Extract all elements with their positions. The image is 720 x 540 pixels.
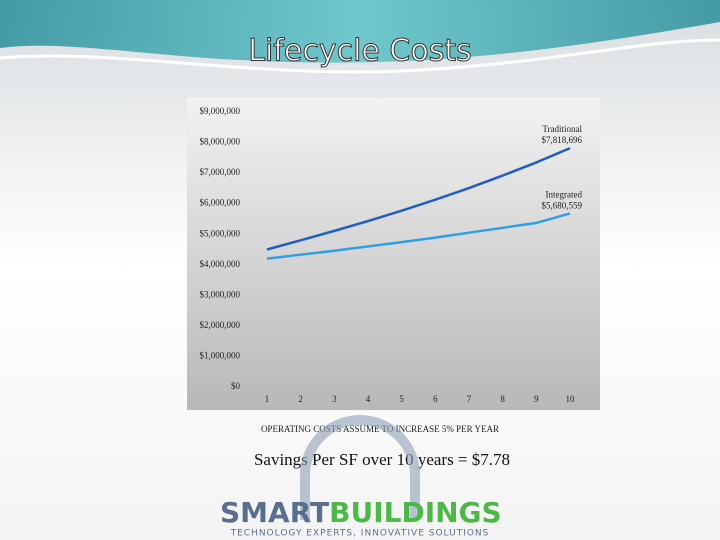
x-tick-label: 7 [467, 394, 472, 404]
series-line [266, 212, 571, 260]
y-tick-label: $5,000,000 [200, 228, 241, 238]
x-tick-label: 4 [366, 394, 371, 404]
note: OPERATING COSTS ASSUME TO INCREASE 5% PE… [261, 424, 499, 434]
x-tick-label: 6 [433, 394, 438, 404]
data-label: Integrated $5,680,559 [542, 189, 583, 210]
y-tick-label: $0 [231, 381, 241, 391]
summary: Savings Per SF over 10 years = $7.78 [254, 450, 510, 469]
series-name: Traditional [542, 124, 582, 134]
logo-text: SMARTBUILDINGS [220, 496, 502, 529]
plot-area [187, 98, 600, 410]
y-tick-label: $4,000,000 [200, 259, 241, 269]
x-tick-label: 9 [534, 394, 539, 404]
banner-wave [0, 0, 720, 63]
logo-arch [300, 415, 420, 520]
x-tick-label: 3 [332, 394, 337, 404]
logo-tagline: TECHNOLOGY EXPERTS, INNOVATIVE SOLUTIONS [230, 529, 490, 539]
slide-title: Lifecycle Costs [248, 34, 471, 69]
value-label: $5,680,559 [542, 200, 583, 210]
y-tick-label: $8,000,000 [200, 137, 241, 147]
y-tick-label: $6,000,000 [200, 198, 241, 208]
x-tick-label: 10 [566, 394, 576, 404]
x-tick-label: 1 [265, 394, 270, 404]
logo-word: BUILDINGS [329, 496, 502, 529]
x-tick-label: 5 [399, 394, 404, 404]
x-tick-label: 8 [500, 394, 505, 404]
value-label: $7,818,696 [542, 135, 583, 145]
y-tick-label: $2,000,000 [200, 320, 241, 330]
data-label: Traditional $7,818,696 [542, 124, 583, 145]
series-name: Integrated [546, 189, 583, 199]
logo-word: SMART [220, 496, 329, 529]
y-tick-label: $9,000,000 [200, 106, 241, 116]
y-tick-label: $7,000,000 [200, 167, 241, 177]
series-line [266, 146, 571, 251]
x-tick-label: 2 [298, 394, 303, 404]
y-tick-label: $1,000,000 [200, 351, 241, 361]
y-tick-label: $3,000,000 [200, 289, 241, 299]
banner-line [0, 38, 720, 74]
